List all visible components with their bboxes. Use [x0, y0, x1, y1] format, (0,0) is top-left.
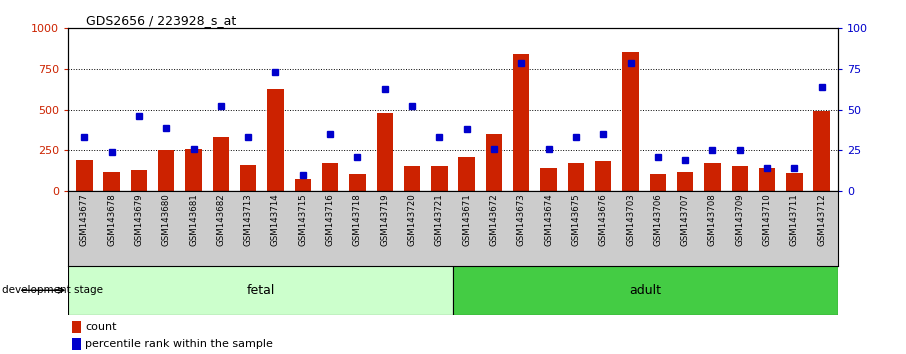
- Text: GSM143676: GSM143676: [599, 193, 608, 246]
- Text: GSM143720: GSM143720: [408, 193, 417, 246]
- Text: GSM143719: GSM143719: [381, 193, 390, 246]
- Bar: [759, 167, 776, 191]
- Bar: [677, 172, 693, 191]
- Text: GSM143713: GSM143713: [244, 193, 253, 246]
- Text: percentile rank within the sample: percentile rank within the sample: [85, 339, 273, 349]
- Bar: [130, 170, 147, 191]
- Bar: [404, 166, 420, 191]
- Text: GSM143721: GSM143721: [435, 193, 444, 246]
- Bar: [240, 165, 256, 191]
- Text: GSM143708: GSM143708: [708, 193, 717, 246]
- Bar: [650, 174, 666, 191]
- Bar: [349, 174, 366, 191]
- Bar: [453, 266, 838, 315]
- Text: GSM143712: GSM143712: [817, 193, 826, 246]
- Bar: [431, 166, 448, 191]
- Text: GSM143711: GSM143711: [790, 193, 799, 246]
- Bar: [458, 157, 475, 191]
- Text: fetal: fetal: [246, 284, 275, 297]
- Text: GSM143680: GSM143680: [162, 193, 170, 246]
- Bar: [814, 112, 830, 191]
- Bar: [267, 89, 284, 191]
- Text: GSM143716: GSM143716: [325, 193, 334, 246]
- Text: GSM143672: GSM143672: [489, 193, 498, 246]
- Text: GSM143674: GSM143674: [545, 193, 553, 246]
- Text: GSM143673: GSM143673: [516, 193, 525, 246]
- Text: GSM143718: GSM143718: [353, 193, 361, 246]
- Text: GSM143682: GSM143682: [217, 193, 226, 246]
- Bar: [786, 173, 803, 191]
- Bar: [513, 55, 529, 191]
- Bar: [568, 164, 584, 191]
- Text: development stage: development stage: [2, 285, 102, 295]
- Text: GSM143703: GSM143703: [626, 193, 635, 246]
- Text: GDS2656 / 223928_s_at: GDS2656 / 223928_s_at: [86, 14, 236, 27]
- Text: GSM143671: GSM143671: [462, 193, 471, 246]
- Text: GSM143678: GSM143678: [107, 193, 116, 246]
- Text: GSM143681: GSM143681: [189, 193, 198, 246]
- Text: GSM143675: GSM143675: [572, 193, 581, 246]
- Text: GSM143709: GSM143709: [736, 193, 744, 246]
- Bar: [103, 172, 120, 191]
- Text: GSM143710: GSM143710: [763, 193, 772, 246]
- Text: GSM143715: GSM143715: [298, 193, 307, 246]
- Bar: [186, 149, 202, 191]
- Text: GSM143707: GSM143707: [680, 193, 689, 246]
- Text: adult: adult: [630, 284, 661, 297]
- Bar: [322, 162, 338, 191]
- Text: count: count: [85, 322, 117, 332]
- Bar: [377, 113, 393, 191]
- Bar: [704, 164, 720, 191]
- Bar: [622, 52, 639, 191]
- Bar: [158, 150, 175, 191]
- Bar: [213, 137, 229, 191]
- Bar: [595, 161, 612, 191]
- Text: GSM143679: GSM143679: [134, 193, 143, 246]
- Text: GSM143714: GSM143714: [271, 193, 280, 246]
- Bar: [72, 338, 82, 350]
- Text: GSM143677: GSM143677: [80, 193, 89, 246]
- Bar: [72, 321, 82, 333]
- Bar: [731, 166, 748, 191]
- Text: GSM143706: GSM143706: [653, 193, 662, 246]
- Bar: [486, 134, 502, 191]
- Bar: [294, 179, 311, 191]
- Bar: [68, 266, 453, 315]
- Bar: [76, 160, 92, 191]
- Bar: [540, 169, 557, 191]
